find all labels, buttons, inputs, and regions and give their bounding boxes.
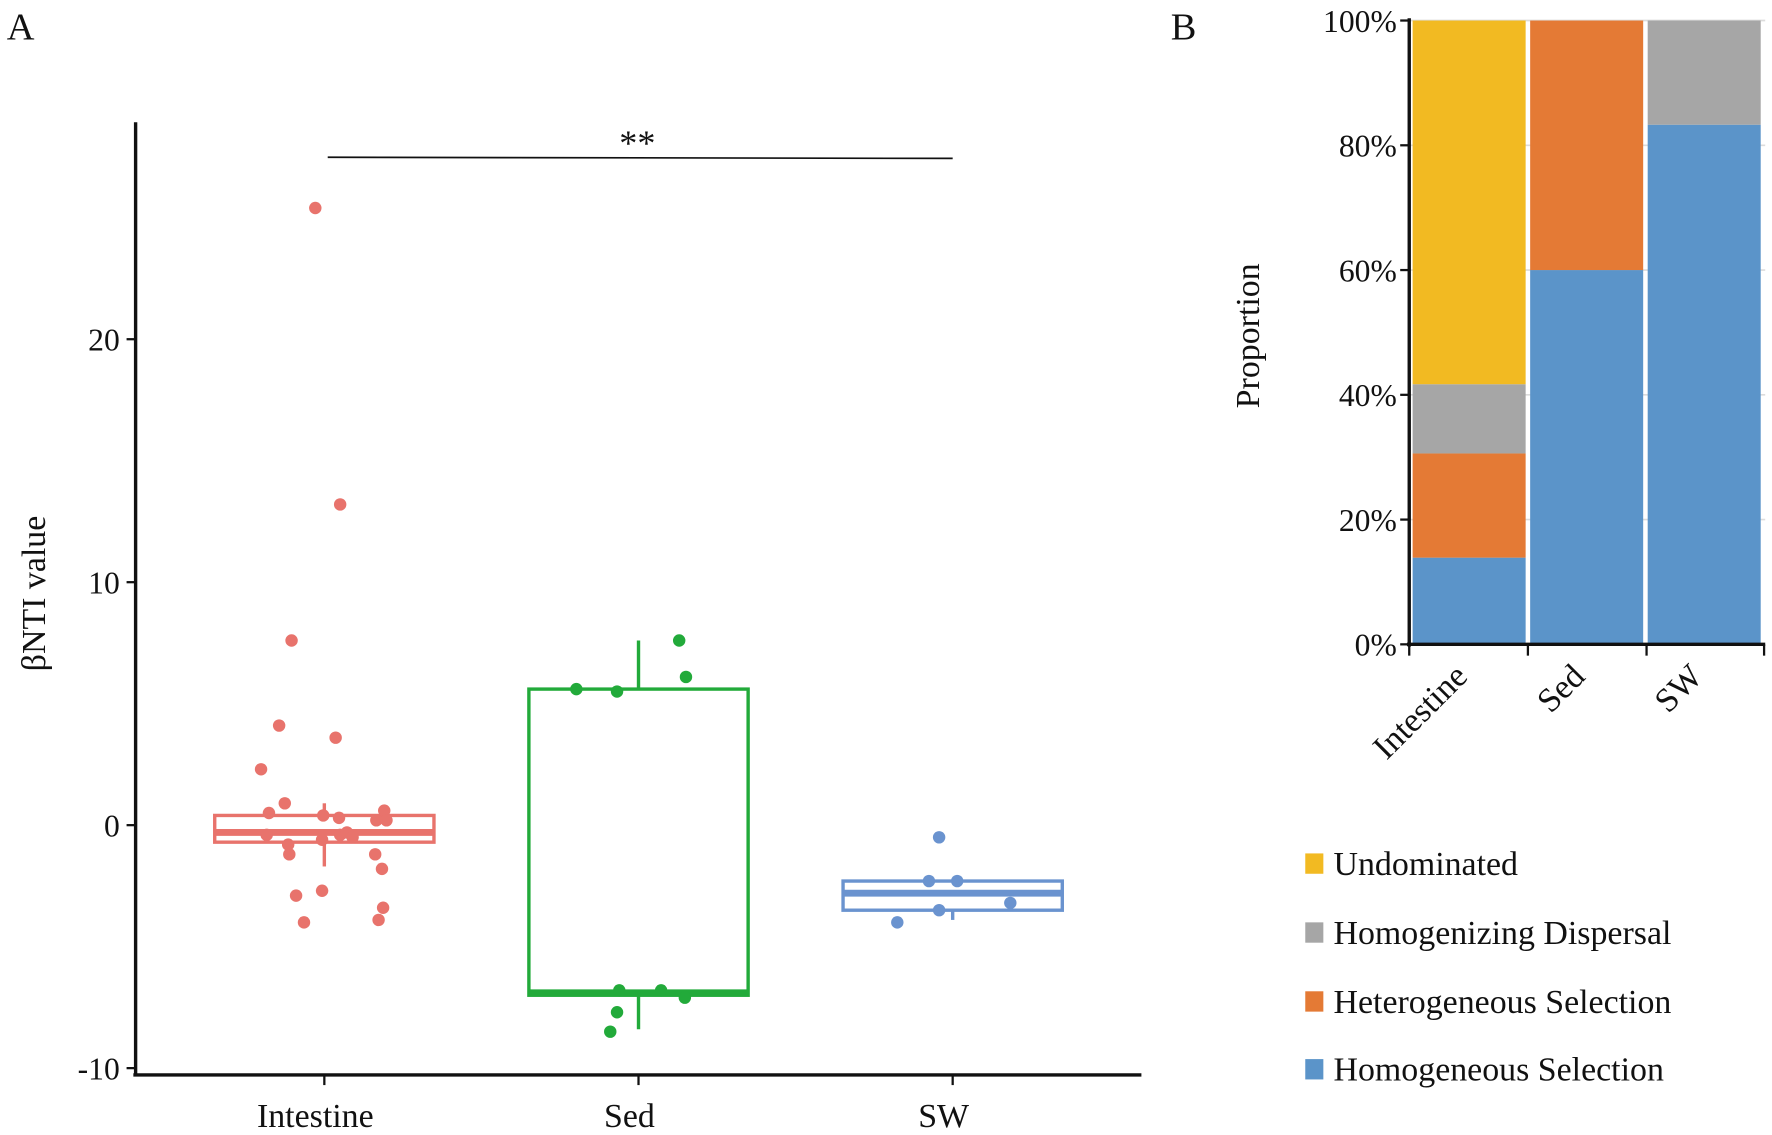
data-point — [932, 831, 946, 844]
data-point — [1004, 896, 1017, 910]
bar-segment-homogeneous-selection — [1647, 124, 1761, 645]
bar-segment-heterogeneous-selection — [1412, 453, 1526, 558]
x-tick-label: Intestine — [1366, 658, 1475, 767]
y-tick-label: -10 — [78, 1051, 120, 1086]
y-tick-label: 20% — [1339, 503, 1397, 538]
legend-swatch — [1305, 991, 1324, 1012]
data-point — [376, 901, 390, 914]
significance-bar — [327, 156, 953, 160]
box-sed — [527, 687, 750, 997]
panel-a-label: A — [7, 7, 35, 49]
legend-item: Homogeneous Selection — [1305, 1052, 1664, 1089]
data-point — [610, 1006, 624, 1019]
bar-segment-homogenizing-dispersal — [1647, 20, 1761, 125]
data-point — [289, 889, 303, 902]
legend-item: Undominated — [1305, 846, 1518, 883]
boxplot-panel: -10 0 10 20 Intestine Sed SW βNTI value ** — [16, 122, 1142, 1135]
bar-segment-homogenizing-dispersal — [1412, 384, 1526, 454]
data-point — [891, 916, 904, 929]
y-tick-label: 60% — [1339, 253, 1397, 288]
y-tick-label: 80% — [1339, 129, 1397, 164]
data-point — [380, 814, 393, 827]
data-point — [254, 763, 268, 776]
data-point — [950, 874, 964, 888]
legend-item: Heterogeneous Selection — [1305, 984, 1671, 1021]
data-point — [613, 984, 626, 997]
data-point — [283, 848, 296, 861]
data-point — [346, 831, 359, 844]
data-point — [672, 634, 686, 647]
data-point — [604, 1025, 617, 1038]
data-point — [932, 903, 946, 917]
y-tick-label: 20 — [88, 323, 120, 358]
data-point — [368, 848, 382, 861]
y-tick-label: 0% — [1355, 628, 1397, 663]
data-point — [378, 804, 391, 817]
panel-b-label: B — [1171, 7, 1197, 49]
legend-swatch — [1305, 853, 1324, 874]
bar-segment-homogeneous-selection — [1530, 270, 1644, 645]
legend-item: Homogenizing Dispersal — [1305, 915, 1671, 952]
data-point — [922, 874, 936, 888]
y-tick-label: 10 — [88, 565, 120, 600]
x-tick-label: Sed — [604, 1098, 655, 1135]
data-point — [570, 682, 583, 696]
bar-segment-homogeneous-selection — [1412, 557, 1526, 645]
data-point — [316, 809, 330, 822]
data-point — [309, 201, 322, 215]
bar-segment-heterogeneous-selection — [1530, 20, 1644, 271]
bar-segment-undominated — [1412, 20, 1526, 385]
data-point — [315, 884, 329, 897]
legend-label: Heterogeneous Selection — [1334, 984, 1672, 1021]
data-point — [329, 731, 342, 744]
significance-label: ** — [619, 123, 655, 163]
data-point — [297, 916, 311, 929]
data-point — [332, 811, 346, 825]
legend-label: Homogenizing Dispersal — [1334, 915, 1672, 952]
x-tick-label: SW — [918, 1098, 969, 1135]
data-point — [610, 685, 624, 698]
data-point — [262, 806, 276, 820]
legend-label: Homogeneous Selection — [1334, 1052, 1664, 1089]
stacked-bar-panel: 0% 20% 40% 60% 80% 100% Intestine Sed SW Proporti… — [1230, 4, 1766, 1089]
data-point — [260, 828, 273, 842]
y-tick-label: 40% — [1339, 378, 1397, 413]
x-tick-label: SW — [1648, 658, 1710, 720]
data-point — [272, 719, 286, 732]
data-point — [315, 833, 329, 846]
data-point — [278, 797, 292, 810]
data-point — [333, 498, 347, 511]
y-tick-label: 0 — [104, 808, 120, 843]
data-point — [654, 984, 668, 997]
legend-swatch — [1305, 922, 1324, 943]
y-axis-label: βNTI value — [16, 516, 53, 672]
y-tick-label: 100% — [1323, 4, 1397, 39]
x-tick-label: Sed — [1530, 658, 1592, 720]
data-point — [372, 913, 385, 927]
data-point — [679, 670, 693, 684]
data-point — [375, 862, 389, 876]
legend-label: Undominated — [1334, 846, 1519, 883]
data-point — [370, 814, 383, 827]
data-point — [281, 838, 295, 851]
data-point — [285, 634, 298, 647]
y-axis-label: Proportion — [1230, 263, 1267, 408]
legend-swatch — [1305, 1059, 1324, 1080]
data-point — [678, 991, 692, 1004]
x-tick-label: Intestine — [257, 1098, 374, 1135]
